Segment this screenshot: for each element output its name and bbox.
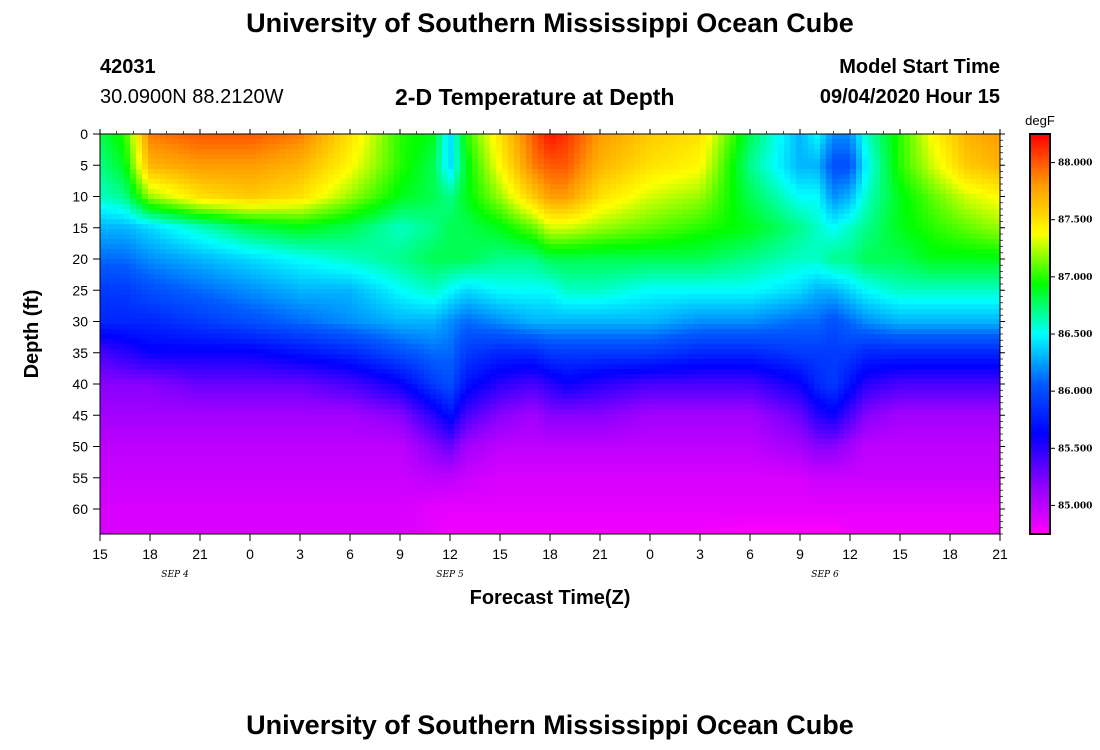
y-tick-label: 25 [72, 282, 88, 298]
colorbar-tick-label: 85.000 [1058, 501, 1092, 511]
colorbar-tick-label: 88.000 [1058, 159, 1092, 169]
x-tick-label: 18 [942, 546, 958, 562]
colorbar-tick-label: 86.000 [1058, 387, 1092, 397]
station-id: 42031 [100, 56, 156, 78]
y-tick-label: 30 [72, 314, 88, 330]
x-tick-label: 3 [696, 546, 704, 562]
x-tick-label: 9 [396, 546, 404, 562]
x-tick-label: 21 [192, 546, 208, 562]
footer-title: University of Southern Mississippi Ocean… [246, 710, 854, 740]
y-tick-label: 15 [72, 220, 88, 236]
date-label: SEP 6 [811, 570, 839, 580]
y-tick-label: 10 [72, 189, 88, 205]
x-tick-label: 21 [592, 546, 608, 562]
x-tick-label: 6 [746, 546, 754, 562]
y-tick-label: 20 [72, 251, 88, 267]
x-tick-label: 21 [992, 546, 1008, 562]
page-title: University of Southern Mississippi Ocean… [246, 8, 854, 38]
colorbar-tick-label: 85.500 [1058, 444, 1092, 454]
colorbar: 85.000 85.500 86.000 86.500 87.000 87.500 88.0… [1029, 133, 1092, 535]
colorbar-tick-label: 87.500 [1058, 216, 1092, 226]
x-tick-label: 15 [492, 546, 508, 562]
x-tick-label: 12 [842, 546, 858, 562]
y-tick-label: 60 [72, 501, 88, 517]
date-label: SEP 5 [436, 570, 464, 580]
y-tick-label: 40 [72, 376, 88, 392]
y-tick-label: 35 [72, 345, 88, 361]
station-coords: 30.0900N 88.2120W [100, 86, 284, 108]
y-tick-label: 50 [72, 439, 88, 455]
model-start-time: 09/04/2020 Hour 15 [819, 86, 1000, 108]
x-tick-label: 3 [296, 546, 304, 562]
temperature-heatmap [100, 134, 1000, 534]
y-tick-label: 5 [80, 157, 88, 173]
x-axis-label: Forecast Time(Z) [470, 587, 631, 609]
x-tick-label: 18 [142, 546, 158, 562]
y-tick-label: 0 [80, 126, 88, 142]
y-tick-label: 45 [72, 407, 88, 423]
colorbar-tick-label: 86.500 [1058, 330, 1092, 340]
x-tick-label: 12 [442, 546, 458, 562]
x-tick-label: 9 [796, 546, 804, 562]
x-tick-label: 6 [346, 546, 354, 562]
model-start-label: Model Start Time [839, 56, 1000, 78]
x-tick-label: 15 [892, 546, 908, 562]
x-tick-label: 0 [246, 546, 254, 562]
y-tick-label: 55 [72, 470, 88, 486]
colorbar-unit: degF [1025, 113, 1055, 128]
date-label: SEP 4 [161, 570, 189, 580]
x-tick-label: 15 [92, 546, 108, 562]
x-tick-label: 18 [542, 546, 558, 562]
colorbar-gradient [1030, 134, 1050, 534]
y-axis-label: Depth (ft) [21, 290, 43, 379]
x-tick-label: 0 [646, 546, 654, 562]
colorbar-tick-label: 87.000 [1058, 273, 1092, 283]
y-axis: 0 5 10 15 20 25 30 35 40 45 50 55 60 [72, 126, 1005, 535]
plot-title: 2-D Temperature at Depth [395, 84, 675, 110]
